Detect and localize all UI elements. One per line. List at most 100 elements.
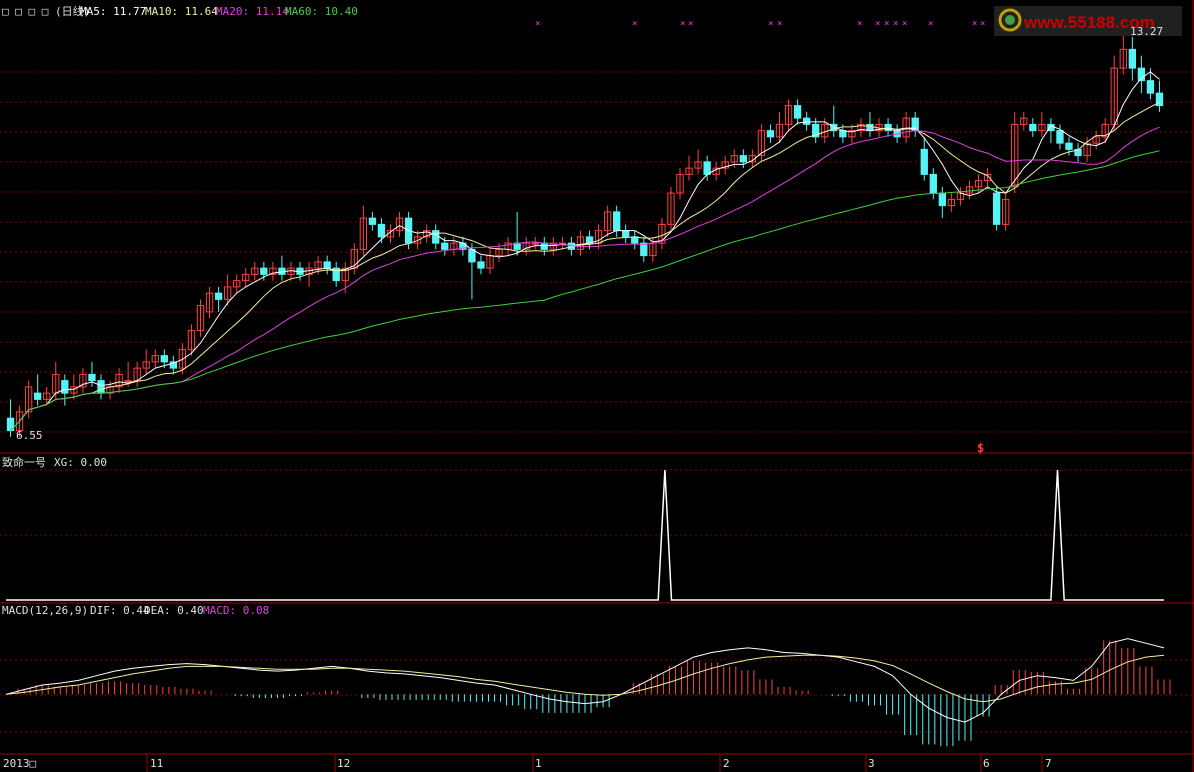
candles (6, 20, 1164, 437)
candle-body (178, 348, 187, 369)
candle-body (1038, 123, 1046, 132)
x-marker: × (893, 19, 898, 29)
candle-body (676, 173, 684, 194)
candle (260, 261, 268, 281)
candle (359, 205, 368, 256)
candle (667, 186, 675, 231)
candle (531, 236, 539, 250)
candle (214, 286, 223, 312)
candle-body (830, 123, 838, 132)
candle-body (359, 217, 368, 250)
candle-body (151, 355, 159, 363)
candle-body (848, 130, 856, 138)
candle (603, 205, 612, 237)
candle (739, 149, 747, 169)
ma10-line (10, 102, 1160, 431)
candle (61, 374, 69, 406)
candle-body (115, 373, 123, 388)
candle (1056, 124, 1064, 150)
candle-body (61, 380, 69, 394)
chart-title: □ □ □ □ (日线) (2, 4, 90, 18)
candle (911, 111, 919, 137)
indicator-name: 致命一号 (2, 455, 46, 469)
candle (1002, 193, 1010, 231)
candle (1047, 118, 1055, 144)
candle-body (124, 380, 132, 383)
candle-body (386, 230, 395, 238)
x-tick-label: 2013□ (3, 757, 36, 770)
candle-body (6, 417, 15, 432)
candle (1011, 111, 1019, 194)
candle (169, 355, 178, 375)
x-marker: × (632, 19, 637, 29)
candle-body (703, 161, 711, 175)
candle-body (857, 123, 865, 132)
watermark-logo: www.55188.com (994, 6, 1182, 36)
candle-body (1029, 123, 1037, 132)
candle (612, 205, 621, 237)
candle-body (214, 292, 223, 300)
candle (685, 155, 693, 181)
candle-body (15, 411, 24, 432)
ma10-label: MA10: 11.64 (145, 5, 218, 18)
candle (1038, 111, 1046, 137)
candle (775, 111, 784, 144)
candle (1092, 130, 1100, 150)
candle (88, 361, 96, 387)
candle-body (413, 236, 422, 244)
candle-body (766, 130, 775, 138)
candle-body (694, 161, 702, 169)
x-marker: × (972, 19, 977, 29)
dea-label: DEA: 0.40 (144, 604, 204, 617)
candle-body (377, 223, 386, 238)
candle (115, 368, 123, 394)
candle (631, 230, 639, 250)
candle-body (992, 192, 1001, 225)
candle (1155, 80, 1164, 112)
candle (513, 211, 521, 256)
candle (70, 374, 78, 400)
candle-body (793, 105, 802, 119)
candle-body (929, 173, 937, 194)
candle (766, 124, 775, 144)
candle (97, 374, 105, 400)
candle (323, 255, 331, 275)
candle-body (441, 242, 449, 250)
candle (848, 124, 856, 144)
candle (368, 211, 377, 231)
candle (413, 230, 422, 250)
candle (178, 343, 187, 375)
moving-averages (10, 71, 1160, 431)
candle (748, 149, 757, 169)
candle (205, 286, 214, 319)
candle-body (640, 242, 648, 257)
candle-body (802, 117, 811, 125)
candle-body (341, 267, 349, 282)
candle (504, 236, 512, 256)
candle (468, 243, 476, 300)
candle (622, 224, 630, 244)
macd-label: MACD: 0.08 (203, 604, 269, 617)
candle (1029, 118, 1037, 137)
candle-body (395, 217, 404, 232)
candle (712, 161, 720, 181)
x-marker: × (688, 19, 693, 29)
candle (269, 261, 277, 281)
candle (196, 299, 205, 337)
candle (857, 118, 865, 137)
high-price-label: 13.27 (1130, 25, 1163, 38)
candle-body (205, 292, 214, 313)
x-tick-label: 12 (337, 757, 350, 770)
candle-body (1047, 123, 1055, 132)
candle-body (1002, 198, 1010, 225)
candle (920, 136, 928, 181)
candle-body (1119, 48, 1127, 69)
candle (350, 243, 358, 275)
candle-body (812, 123, 820, 138)
candle (784, 99, 793, 131)
candle-body (947, 198, 956, 207)
candle (721, 155, 729, 175)
candle-body (142, 361, 150, 369)
candle-body (97, 380, 105, 394)
candle (133, 361, 141, 387)
